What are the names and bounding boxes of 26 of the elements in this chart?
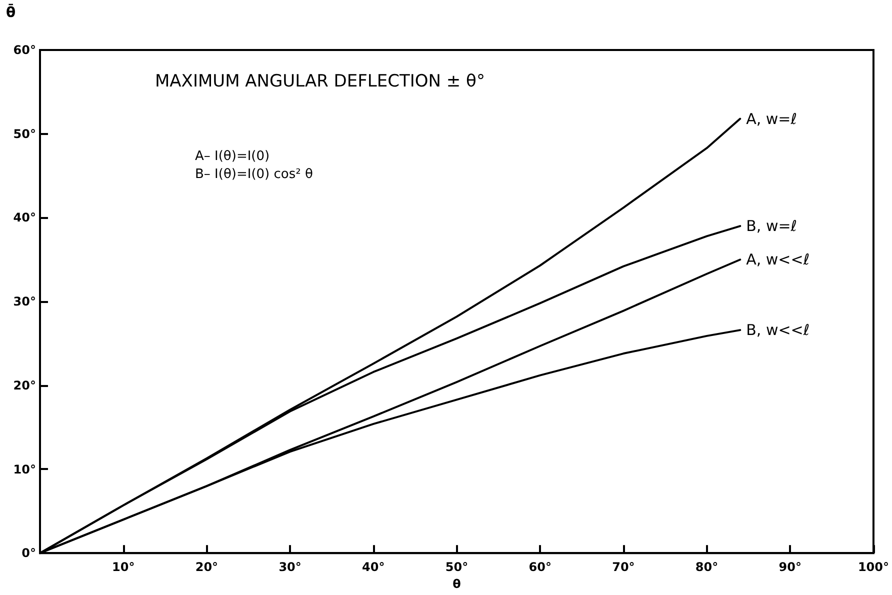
x-tick-label: 100° [858, 560, 890, 574]
x-tick-label: 40° [362, 560, 385, 574]
y-tick-label: 10° [13, 462, 36, 476]
x-tick-label: 90° [778, 560, 802, 574]
text: MAXIMUM ANGULAR DEFLECTION ± θ° [155, 72, 485, 92]
x-tick-label: 20° [195, 560, 218, 574]
x-tick-label: 50° [445, 560, 468, 574]
y-tick-label: 60° [13, 43, 36, 57]
x-tick-label: 10° [112, 560, 135, 574]
y-tick-label: 40° [13, 210, 36, 225]
series-label: A, w<<ℓ [746, 250, 810, 269]
series-label: B, w<<ℓ [746, 321, 810, 340]
series-label: A, w=ℓ [746, 110, 797, 128]
x-tick-label: 30° [278, 560, 302, 574]
x-tick-label: 80° [695, 560, 718, 574]
y-tick-label: 0° [22, 546, 36, 560]
x-axis-title: θ [452, 577, 461, 591]
y-tick-label: 20° [13, 378, 36, 392]
series-label: B, w=ℓ [746, 217, 797, 236]
x-tick-label: 60° [528, 560, 552, 574]
y-axis-title: θ̄ [6, 3, 16, 21]
y-tick-label: 30° [13, 294, 36, 309]
annotation: A– I(θ)=I(0) [195, 149, 270, 164]
x-tick-label: 70° [612, 560, 635, 574]
y-tick-label: 50° [13, 126, 36, 141]
annotation: B– I(θ)=I(0) cos² θ [195, 167, 313, 182]
